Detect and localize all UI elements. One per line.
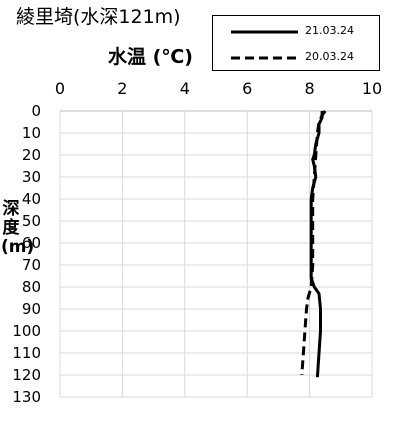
legend-label: 20.03.24 [305, 50, 354, 63]
y-tick-label: 40 [22, 190, 41, 208]
legend-swatch-solid [231, 30, 298, 34]
y-tick-label: 0 [31, 102, 41, 120]
y-tick-label: 20 [22, 146, 41, 164]
x-tick-label: 8 [305, 79, 315, 98]
legend-entry: 21.03.24 [213, 18, 379, 44]
x-tick-label: 6 [242, 79, 252, 98]
y-tick-label: 130 [12, 388, 41, 406]
y-tick-label: 80 [22, 278, 41, 296]
x-tick-label: 4 [180, 79, 190, 98]
legend: 21.03.24 20.03.24 [212, 15, 380, 71]
y-tick-label: 50 [22, 212, 41, 230]
legend-entry: 20.03.24 [213, 44, 379, 70]
x-tick-label: 2 [117, 79, 127, 98]
chart-title: 綾里埼(水深121m) [16, 6, 181, 28]
y-tick-label: 110 [12, 344, 41, 362]
legend-swatch-dashed [231, 56, 298, 60]
y-tick-label: 70 [22, 256, 41, 274]
y-tick-label: 10 [22, 124, 41, 142]
x-axis-title: 水温 (℃) [108, 46, 193, 68]
legend-label: 21.03.24 [305, 24, 354, 37]
x-tick-label: 0 [55, 79, 65, 98]
y-tick-label: 60 [22, 234, 41, 252]
y-tick-label: 30 [22, 168, 41, 186]
y-tick-label: 120 [12, 366, 41, 384]
y-tick-label: 100 [12, 322, 41, 340]
series-line-solid [309, 111, 324, 378]
x-tick-label: 10 [362, 79, 382, 98]
series-line-dashed [300, 110, 327, 376]
y-tick-label: 90 [22, 300, 41, 318]
